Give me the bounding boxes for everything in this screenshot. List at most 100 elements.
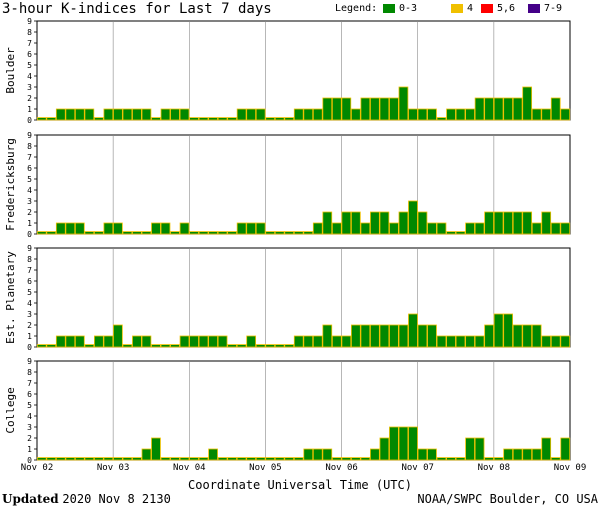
bar-college [522,448,533,461]
bar-fredericksburg [103,222,114,235]
bar-est-planetary [560,335,571,348]
bar-boulder [46,117,57,121]
y-tick-label: 2 [27,321,32,330]
bar-est-planetary [312,335,323,348]
bar-boulder [132,108,142,121]
bar-est-planetary [208,335,218,348]
bar-boulder [417,108,428,121]
bar-est-planetary [132,335,142,348]
bar-fredericksburg [474,222,485,235]
bar-boulder [179,108,190,121]
updated-value: 2020 Nov 8 2130 [62,492,171,506]
bar-boulder [84,108,95,121]
y-tick-label: 4 [27,186,32,195]
bar-college [312,448,323,461]
bar-boulder [55,108,66,121]
bar-college [389,426,399,461]
bar-est-planetary [322,324,333,348]
bar-college [170,457,180,461]
panel-frame-college [36,360,571,461]
y-tick-label: 1 [27,332,32,341]
bar-college [246,457,257,461]
bar-college [284,457,295,461]
bar-college [208,448,218,461]
bar-fredericksburg [208,231,218,235]
bar-boulder [274,117,285,121]
bar-est-planetary [465,335,475,348]
bar-boulder [322,97,333,121]
bar-college [179,457,190,461]
y-tick-label: 9 [27,244,32,253]
y-tick-label: 0 [27,230,32,239]
bar-boulder [350,108,361,121]
legend-swatch-0-3 [383,4,395,13]
bar-college [341,457,352,461]
bar-fredericksburg [512,211,523,235]
bar-boulder [503,97,513,121]
bar-college [293,457,304,461]
y-tick-label: 7 [27,266,32,275]
bar-college [331,457,342,461]
bar-boulder [427,108,437,121]
bar-boulder [493,97,504,121]
bar-fredericksburg [312,222,323,235]
bar-est-planetary [179,335,190,348]
bar-college [398,426,409,461]
y-tick-label: 1 [27,219,32,228]
bar-college [474,437,485,461]
bar-est-planetary [94,335,104,348]
y-tick-label: 3 [27,310,32,319]
bar-fredericksburg [379,211,390,235]
bar-fredericksburg [265,231,276,235]
bar-college [408,426,418,461]
bar-college [550,457,561,461]
bar-est-planetary [360,324,371,348]
bar-boulder [236,108,247,121]
bar-est-planetary [408,313,418,348]
bar-boulder [293,108,304,121]
x-tick-label: Nov 08 [478,463,511,473]
bar-boulder [370,97,380,121]
x-tick-label: Nov 09 [554,463,587,473]
bar-college [370,448,380,461]
bar-fredericksburg [446,231,456,235]
bar-fredericksburg [198,231,209,235]
bar-boulder [312,108,323,121]
bar-fredericksburg [389,222,399,235]
source-credit: NOAA/SWPC Boulder, CO USA [417,492,598,506]
bar-fredericksburg [46,231,57,235]
bar-college [455,457,466,461]
bar-college [151,437,161,461]
bar-boulder [265,117,276,121]
legend-label: Legend: [335,3,378,14]
bar-fredericksburg [427,222,437,235]
bar-est-planetary [160,344,171,348]
bar-est-planetary [436,335,447,348]
y-tick-label: 2 [27,434,32,443]
x-tick-label: Nov 07 [401,463,434,473]
bar-fredericksburg [284,231,295,235]
bar-college [198,457,209,461]
bar-boulder [65,108,76,121]
bar-boulder [246,108,257,121]
bar-fredericksburg [84,231,95,235]
panel-label-est-planetary: Est. Planetary [4,251,17,344]
bar-est-planetary [284,344,295,348]
bar-college [217,457,228,461]
panel-label-fredericksburg: Fredericksburg [4,138,17,231]
bar-college [512,448,523,461]
y-tick-label: 5 [27,175,32,184]
x-tick-label: Nov 05 [249,463,282,473]
bar-boulder [436,117,447,121]
bar-est-planetary [151,344,161,348]
y-tick-label: 6 [27,164,32,173]
bar-est-planetary [141,335,152,348]
bar-est-planetary [255,344,266,348]
bar-college [227,457,237,461]
bar-est-planetary [84,344,95,348]
bar-boulder [446,108,456,121]
bar-est-planetary [236,344,247,348]
bar-fredericksburg [246,222,257,235]
bar-college [274,457,285,461]
bar-boulder [379,97,390,121]
